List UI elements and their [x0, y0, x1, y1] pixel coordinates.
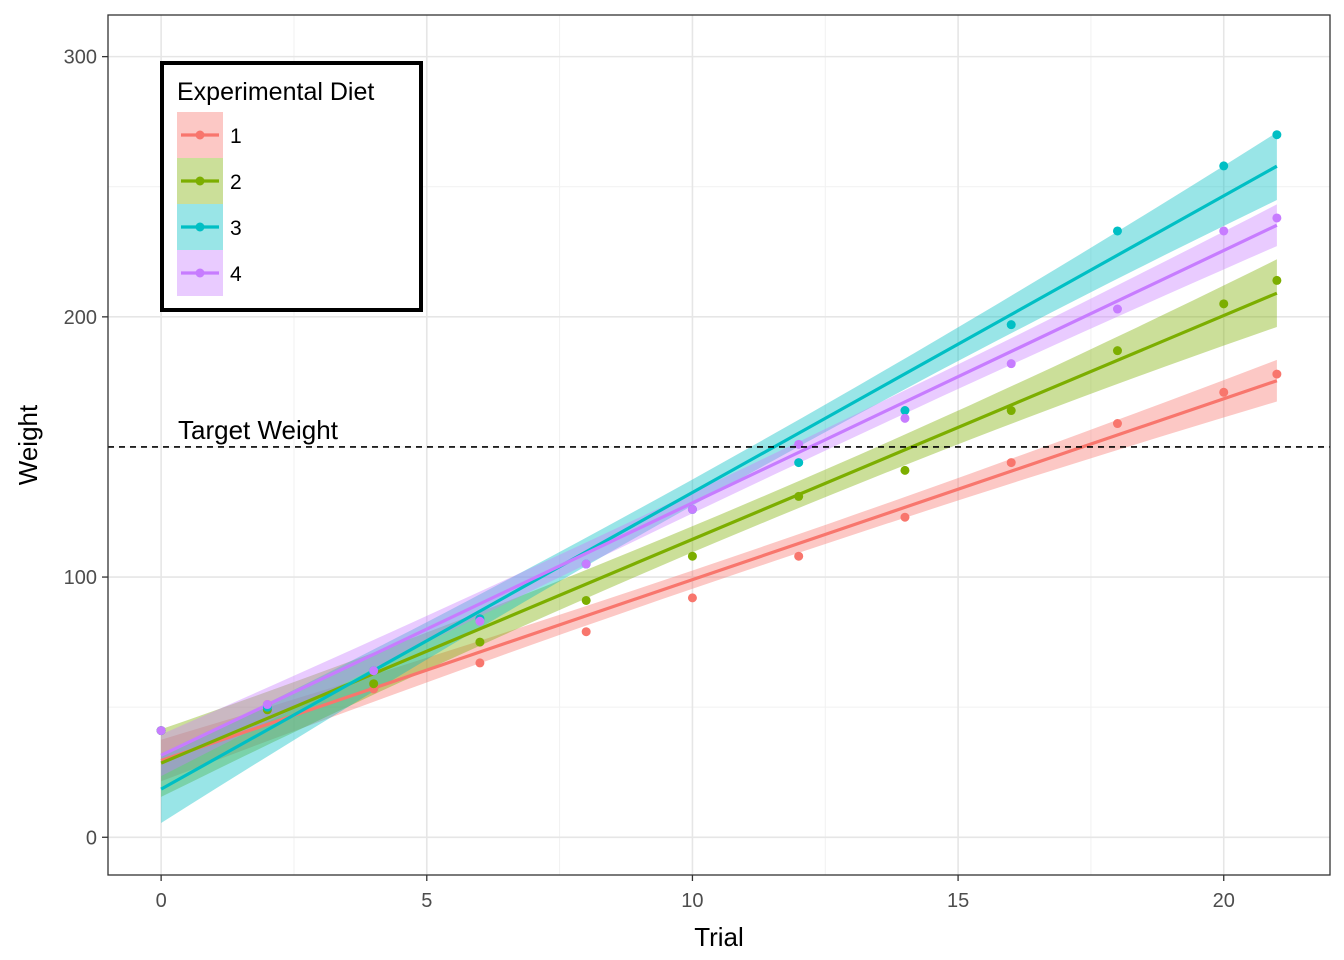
data-point-3 [794, 458, 804, 468]
data-point-2 [1006, 406, 1016, 416]
plot-border [107, 14, 1331, 876]
data-point-4 [687, 504, 697, 514]
y-tick-label: 300 [64, 47, 97, 69]
data-point-1 [900, 512, 910, 522]
data-point-2 [1112, 346, 1122, 356]
data-point-4 [794, 439, 804, 449]
x-tick-label: 0 [156, 890, 167, 912]
y-axis-ticks: 0 100 200 300 [64, 47, 108, 849]
y-tick-label: 0 [86, 827, 97, 849]
legend-key-point-2 [195, 176, 205, 186]
x-tick-label: 20 [1213, 890, 1235, 912]
data-point-3 [1112, 226, 1122, 236]
data-point-2 [687, 551, 697, 561]
target-weight-label: Target Weight [178, 415, 339, 445]
data-point-1 [687, 593, 697, 603]
data-point-3 [1272, 130, 1282, 140]
data-point-4 [262, 700, 272, 710]
legend-label-2: 2 [230, 171, 242, 194]
data-point-2 [475, 637, 485, 647]
legend-title: Experimental Diet [177, 78, 374, 106]
legend-key-point-4 [195, 268, 205, 278]
x-axis-title: Trial [694, 922, 744, 952]
data-point-4 [1219, 226, 1229, 236]
data-point-4 [1006, 359, 1016, 369]
data-point-2 [369, 679, 379, 689]
data-points [156, 130, 1282, 736]
reference-line-group: Target Weight [108, 415, 1330, 448]
fit-line-4 [160, 223, 1278, 757]
fit-line-1 [160, 379, 1278, 763]
x-tick-label: 10 [681, 890, 703, 912]
data-point-1 [794, 551, 804, 561]
data-point-4 [369, 666, 379, 676]
legend-items: 1 2 3 4 [177, 112, 242, 296]
y-tick-label: 200 [64, 307, 97, 329]
data-point-2 [1272, 275, 1282, 285]
data-point-4 [581, 559, 591, 569]
fit-lines [160, 164, 1278, 791]
data-point-1 [1112, 419, 1122, 429]
data-point-4 [475, 616, 485, 626]
legend: Experimental Diet 1 2 3 4 [160, 61, 423, 312]
data-point-2 [1219, 299, 1229, 309]
data-point-1 [581, 627, 591, 637]
y-tick-label: 100 [64, 567, 97, 589]
x-tick-label: 5 [421, 890, 432, 912]
fit-line-3 [160, 164, 1278, 791]
data-point-1 [1006, 458, 1016, 468]
y-axis-title: Weight [13, 404, 43, 485]
data-point-4 [900, 413, 910, 423]
data-point-3 [900, 406, 910, 416]
data-point-2 [794, 491, 804, 501]
data-point-1 [1272, 369, 1282, 379]
data-point-2 [581, 595, 591, 605]
legend-key-point-3 [195, 222, 205, 232]
data-point-3 [1006, 320, 1016, 330]
data-point-3 [1219, 161, 1229, 171]
legend-label-1: 1 [230, 125, 242, 148]
data-point-2 [900, 465, 910, 475]
data-point-4 [156, 726, 166, 736]
x-tick-label: 15 [947, 890, 969, 912]
legend-label-3: 3 [230, 217, 242, 240]
legend-label-4: 4 [230, 263, 242, 286]
legend-box [160, 61, 423, 312]
data-point-1 [475, 658, 485, 668]
legend-key-point-1 [195, 130, 205, 140]
data-point-4 [1272, 213, 1282, 223]
x-axis-ticks: 0 5 10 15 20 [156, 875, 1235, 912]
data-point-1 [1219, 387, 1229, 397]
data-point-4 [1112, 304, 1122, 314]
